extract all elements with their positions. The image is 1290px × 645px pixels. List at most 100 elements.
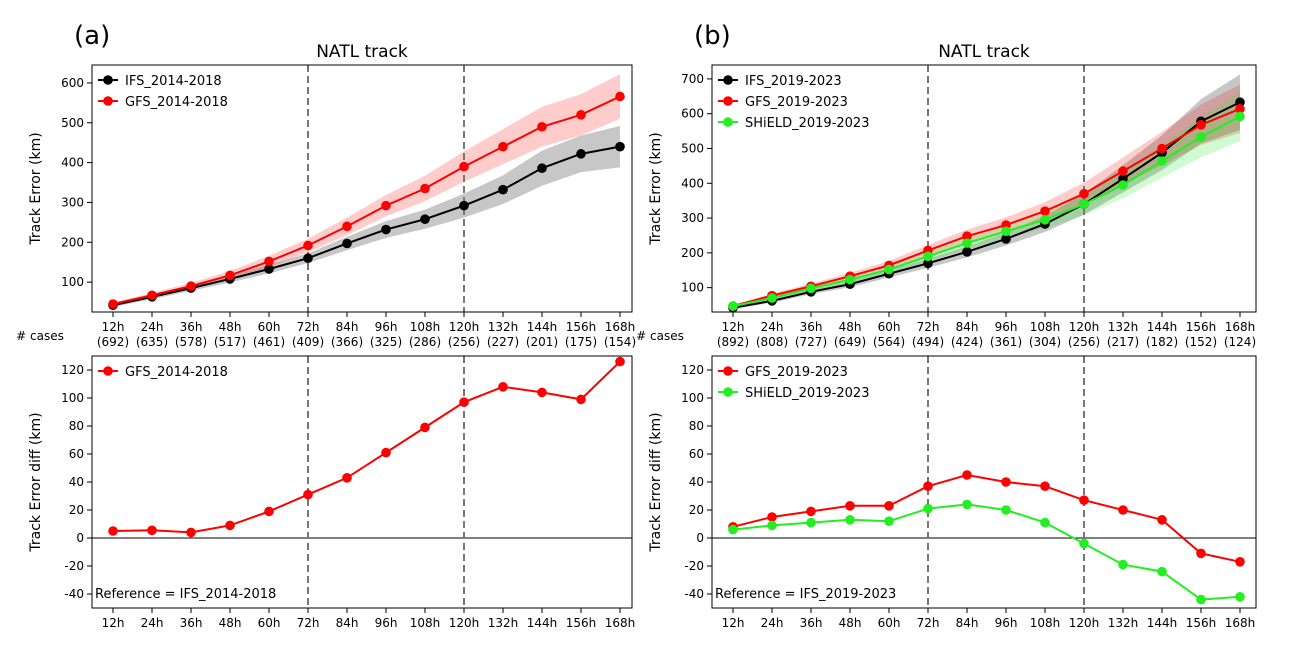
c1-plot-frame	[711, 64, 1257, 313]
c3-point-shield	[923, 503, 933, 514]
c2-point-gfs	[342, 473, 352, 483]
c1-point-ifs	[923, 258, 933, 269]
c2-y-tick-label: 0	[76, 531, 84, 545]
c3-y-tick-label: -40	[684, 587, 704, 601]
c3-reference-note: Reference = IFS_2019-2023	[715, 587, 896, 602]
c3-point-shield	[728, 524, 738, 535]
c1-legend-marker-gfs	[723, 96, 733, 106]
c1-point-gfs	[1235, 104, 1245, 114]
c2-x-tick-label: 60h	[258, 616, 281, 630]
c0-point-ifs	[615, 141, 625, 152]
c0-line-ifs	[112, 145, 621, 307]
c3-line-shield	[732, 503, 1241, 601]
c0-x-tick-label: 132h	[488, 320, 519, 334]
c0-y-tick-label: 100	[61, 275, 84, 289]
c2-point-gfs	[108, 526, 118, 536]
c3-point-gfs	[1079, 495, 1089, 506]
c1-point-ifs	[962, 247, 972, 257]
c1-point-shield	[1079, 199, 1089, 209]
c3-y-tick-label: 120	[681, 363, 704, 377]
c0-x-tick-label: 84h	[336, 320, 359, 334]
c2-y-axis-label: Track Error diff (km)	[28, 412, 44, 552]
c1-case-count: (256)	[1068, 335, 1100, 349]
c1-case-count: (361)	[990, 335, 1022, 349]
c2-point-gfs	[459, 397, 469, 408]
c1-point-shield	[806, 283, 816, 294]
c0-x-tick-label: 12h	[102, 320, 125, 334]
c1-legend-label-shield: SHiELD_2019-2023	[745, 116, 869, 131]
c3-x-tick-label: 72h	[917, 616, 940, 630]
c1-x-tick-label: 24h	[761, 320, 784, 334]
c2-y-tick-label: 60	[69, 447, 84, 461]
c0-y-tick-label: 400	[61, 156, 84, 170]
c0-y-axis-label: Track Error (km)	[28, 132, 44, 245]
c0-point-ifs	[420, 214, 430, 224]
c0-point-ifs	[537, 163, 547, 173]
c0-legend-label-ifs: IFS_2014-2018	[125, 74, 222, 89]
chart-track-error-a: NATL track Track Error (km) 100 200 300 400 50…	[16, 42, 636, 349]
c2-y-tick-label: -20	[64, 559, 84, 573]
chart-track-error-diff-a: Track Error diff (km) -40 -20 0 20 40 60 80 100 1…	[28, 355, 636, 630]
c1-point-gfs	[1079, 188, 1089, 199]
chart-track-error-diff-b: Track Error diff (km) -40 -20 0 20 40 60 80 100 1…	[648, 355, 1257, 630]
c1-y-tick-label: 700	[681, 72, 704, 86]
c1-point-gfs	[1196, 120, 1206, 130]
c1-case-count: (649)	[834, 335, 866, 349]
c2-x-tick-label: 144h	[527, 616, 558, 630]
c3-point-shield	[1040, 517, 1050, 528]
c2-point-gfs	[537, 387, 547, 398]
c2-x-tick-label: 120h	[449, 616, 480, 630]
c3-point-shield	[962, 499, 972, 510]
c1-x-tick-label: 60h	[878, 320, 901, 334]
c1-x-tick-label: 36h	[800, 320, 823, 334]
c0-point-gfs	[420, 183, 430, 194]
c0-case-count: (461)	[253, 335, 285, 349]
c3-point-gfs	[884, 501, 894, 511]
c2-point-gfs	[147, 525, 157, 536]
c0-case-count: (692)	[97, 335, 129, 349]
c3-point-gfs	[1196, 548, 1206, 559]
c1-case-count: (217)	[1107, 335, 1139, 349]
c2-point-gfs	[225, 520, 235, 531]
c2-x-tick-label: 168h	[605, 616, 636, 630]
c1-point-shield	[728, 301, 738, 311]
c3-point-shield	[1118, 559, 1128, 570]
c2-point-gfs	[420, 422, 430, 433]
c3-x-tick-label: 60h	[878, 616, 901, 630]
c1-x-tick-label: 156h	[1186, 320, 1217, 334]
c0-case-count: (256)	[448, 335, 480, 349]
c2-x-tick-label: 48h	[219, 616, 242, 630]
c0-cases-label: # cases	[16, 329, 64, 343]
c0-x-tick-label: 156h	[566, 320, 597, 334]
c3-point-gfs	[923, 481, 933, 492]
c1-y-tick-label: 200	[681, 246, 704, 260]
c3-y-tick-label: 40	[689, 475, 704, 489]
c3-point-shield	[806, 517, 816, 528]
c2-y-tick-label: 100	[61, 391, 84, 405]
c1-y-tick-label: 400	[681, 176, 704, 190]
c0-point-gfs	[615, 91, 625, 102]
c0-legend-label-gfs: GFS_2014-2018	[125, 95, 228, 110]
c3-point-shield	[767, 520, 777, 531]
c0-case-count: (227)	[487, 335, 519, 349]
c0-point-gfs	[498, 141, 508, 152]
c0-y-tick-label: 600	[61, 76, 84, 90]
c1-cases-label: # cases	[636, 329, 684, 343]
c3-point-gfs	[806, 506, 816, 517]
c1-point-shield	[923, 251, 933, 262]
c1-case-count: (424)	[951, 335, 983, 349]
c0-point-gfs	[342, 221, 352, 232]
c3-legend-label-shield: SHiELD_2019-2023	[745, 386, 869, 401]
c1-point-ifs	[1001, 234, 1011, 244]
c1-line-gfs	[732, 107, 1241, 308]
c0-point-ifs	[303, 253, 313, 264]
c0-y-tick-label: 200	[61, 235, 84, 249]
c1-case-count: (182)	[1146, 335, 1178, 349]
c1-point-shield	[1118, 180, 1128, 190]
c1-point-shield	[1196, 132, 1206, 142]
c0-legend-marker-gfs	[103, 96, 113, 106]
c3-y-tick-label: 80	[689, 419, 704, 433]
c0-x-tick-label: 24h	[141, 320, 164, 334]
c0-point-gfs	[147, 290, 157, 301]
panel-label-a: (a)	[74, 21, 110, 51]
